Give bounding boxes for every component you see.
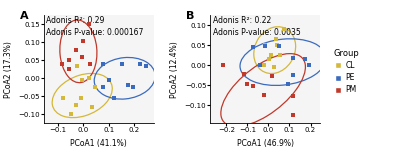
Point — [99, 86, 106, 89]
X-axis label: PCoA1 (41.1%): PCoA1 (41.1%) — [70, 139, 127, 148]
Point — [302, 58, 308, 61]
Point — [290, 57, 296, 59]
Point — [290, 114, 296, 116]
Y-axis label: PCoA2 (17.3%): PCoA2 (17.3%) — [4, 41, 13, 98]
Point — [250, 85, 256, 87]
Point — [68, 113, 74, 116]
Point — [241, 73, 247, 75]
Point — [220, 64, 226, 67]
Point — [79, 79, 86, 81]
Point — [59, 63, 65, 65]
Point — [89, 106, 96, 108]
Point — [111, 97, 117, 99]
Point — [262, 45, 268, 47]
Point — [272, 38, 279, 41]
Legend: CL, PE, PM: CL, PE, PM — [330, 46, 362, 97]
Text: Adonis R²: 0.22: Adonis R²: 0.22 — [213, 16, 271, 25]
Point — [78, 97, 84, 99]
Point — [290, 95, 296, 98]
Point — [73, 48, 79, 51]
Point — [281, 28, 287, 31]
Text: B: B — [186, 11, 195, 21]
Point — [92, 86, 98, 89]
Point — [125, 84, 131, 87]
Point — [267, 54, 274, 57]
Point — [285, 83, 292, 86]
Point — [136, 63, 143, 65]
Point — [106, 79, 112, 81]
Text: Adonis P-value: 0.0035: Adonis P-value: 0.0035 — [213, 28, 300, 37]
Point — [274, 44, 280, 47]
Point — [261, 94, 267, 97]
Point — [66, 68, 73, 71]
Point — [244, 83, 250, 86]
Point — [306, 64, 313, 67]
Point — [290, 74, 296, 77]
Point — [80, 39, 87, 42]
Point — [60, 97, 66, 99]
X-axis label: PCoA1 (46.9%): PCoA1 (46.9%) — [237, 139, 294, 148]
Point — [99, 63, 106, 65]
Point — [73, 104, 79, 106]
Point — [87, 63, 93, 65]
Point — [85, 23, 92, 26]
Point — [85, 77, 92, 79]
Point — [143, 65, 149, 67]
Point — [262, 44, 268, 47]
Point — [79, 55, 86, 58]
Point — [250, 46, 256, 49]
Text: Adonis R²: 0.29: Adonis R²: 0.29 — [46, 16, 104, 25]
Point — [268, 75, 275, 78]
Y-axis label: PCoA2 (12.4%): PCoA2 (12.4%) — [170, 41, 179, 98]
Point — [118, 63, 125, 65]
Point — [66, 59, 73, 62]
Text: Adonis P-value: 0.000167: Adonis P-value: 0.000167 — [46, 28, 144, 37]
Point — [275, 45, 282, 47]
Point — [277, 54, 283, 57]
Point — [270, 66, 277, 69]
Point — [74, 65, 80, 67]
Text: A: A — [20, 11, 28, 21]
Point — [266, 58, 273, 61]
Point — [261, 64, 267, 67]
Point — [130, 86, 136, 89]
Point — [257, 64, 263, 67]
